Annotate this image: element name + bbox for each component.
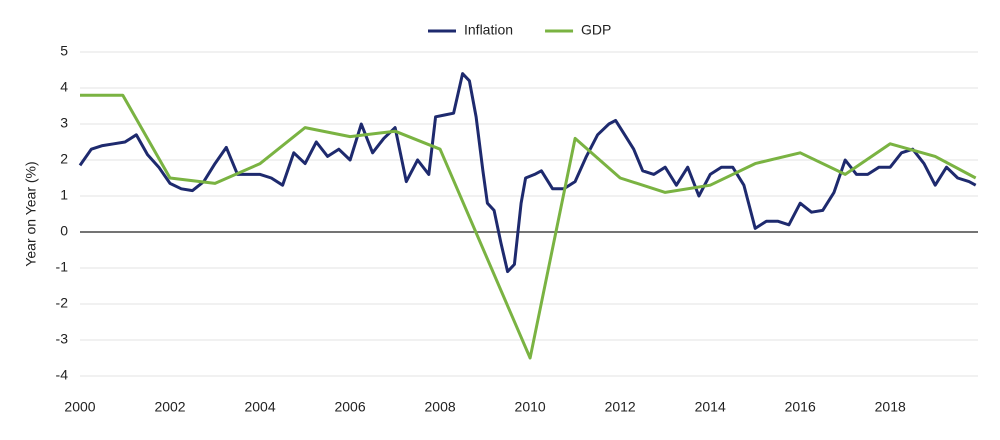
x-tick-label: 2014 [695, 399, 726, 415]
legend-label: Inflation [464, 22, 513, 38]
x-tick-label: 2012 [605, 399, 636, 415]
legend-label: GDP [581, 22, 611, 38]
y-tick-label: -4 [56, 367, 69, 383]
x-tick-label: 2010 [515, 399, 546, 415]
x-tick-label: 2016 [785, 399, 816, 415]
x-tick-label: 2006 [334, 399, 365, 415]
y-tick-label: 2 [60, 151, 68, 167]
y-tick-label: -1 [56, 259, 69, 275]
y-tick-label: 4 [60, 79, 68, 95]
y-tick-label: -2 [56, 295, 69, 311]
x-tick-label: 2000 [64, 399, 95, 415]
x-tick-label: 2002 [154, 399, 185, 415]
y-tick-label: 5 [60, 43, 68, 59]
y-tick-label: 1 [60, 187, 68, 203]
y-tick-label: 0 [60, 223, 68, 239]
x-tick-label: 2018 [875, 399, 906, 415]
x-tick-label: 2004 [244, 399, 275, 415]
x-tick-label: 2008 [425, 399, 456, 415]
y-tick-label: 3 [60, 115, 68, 131]
y-tick-label: -3 [56, 331, 69, 347]
y-axis-label: Year on Year (%) [23, 161, 39, 266]
series-line [80, 93, 977, 360]
series-line [78, 72, 977, 274]
